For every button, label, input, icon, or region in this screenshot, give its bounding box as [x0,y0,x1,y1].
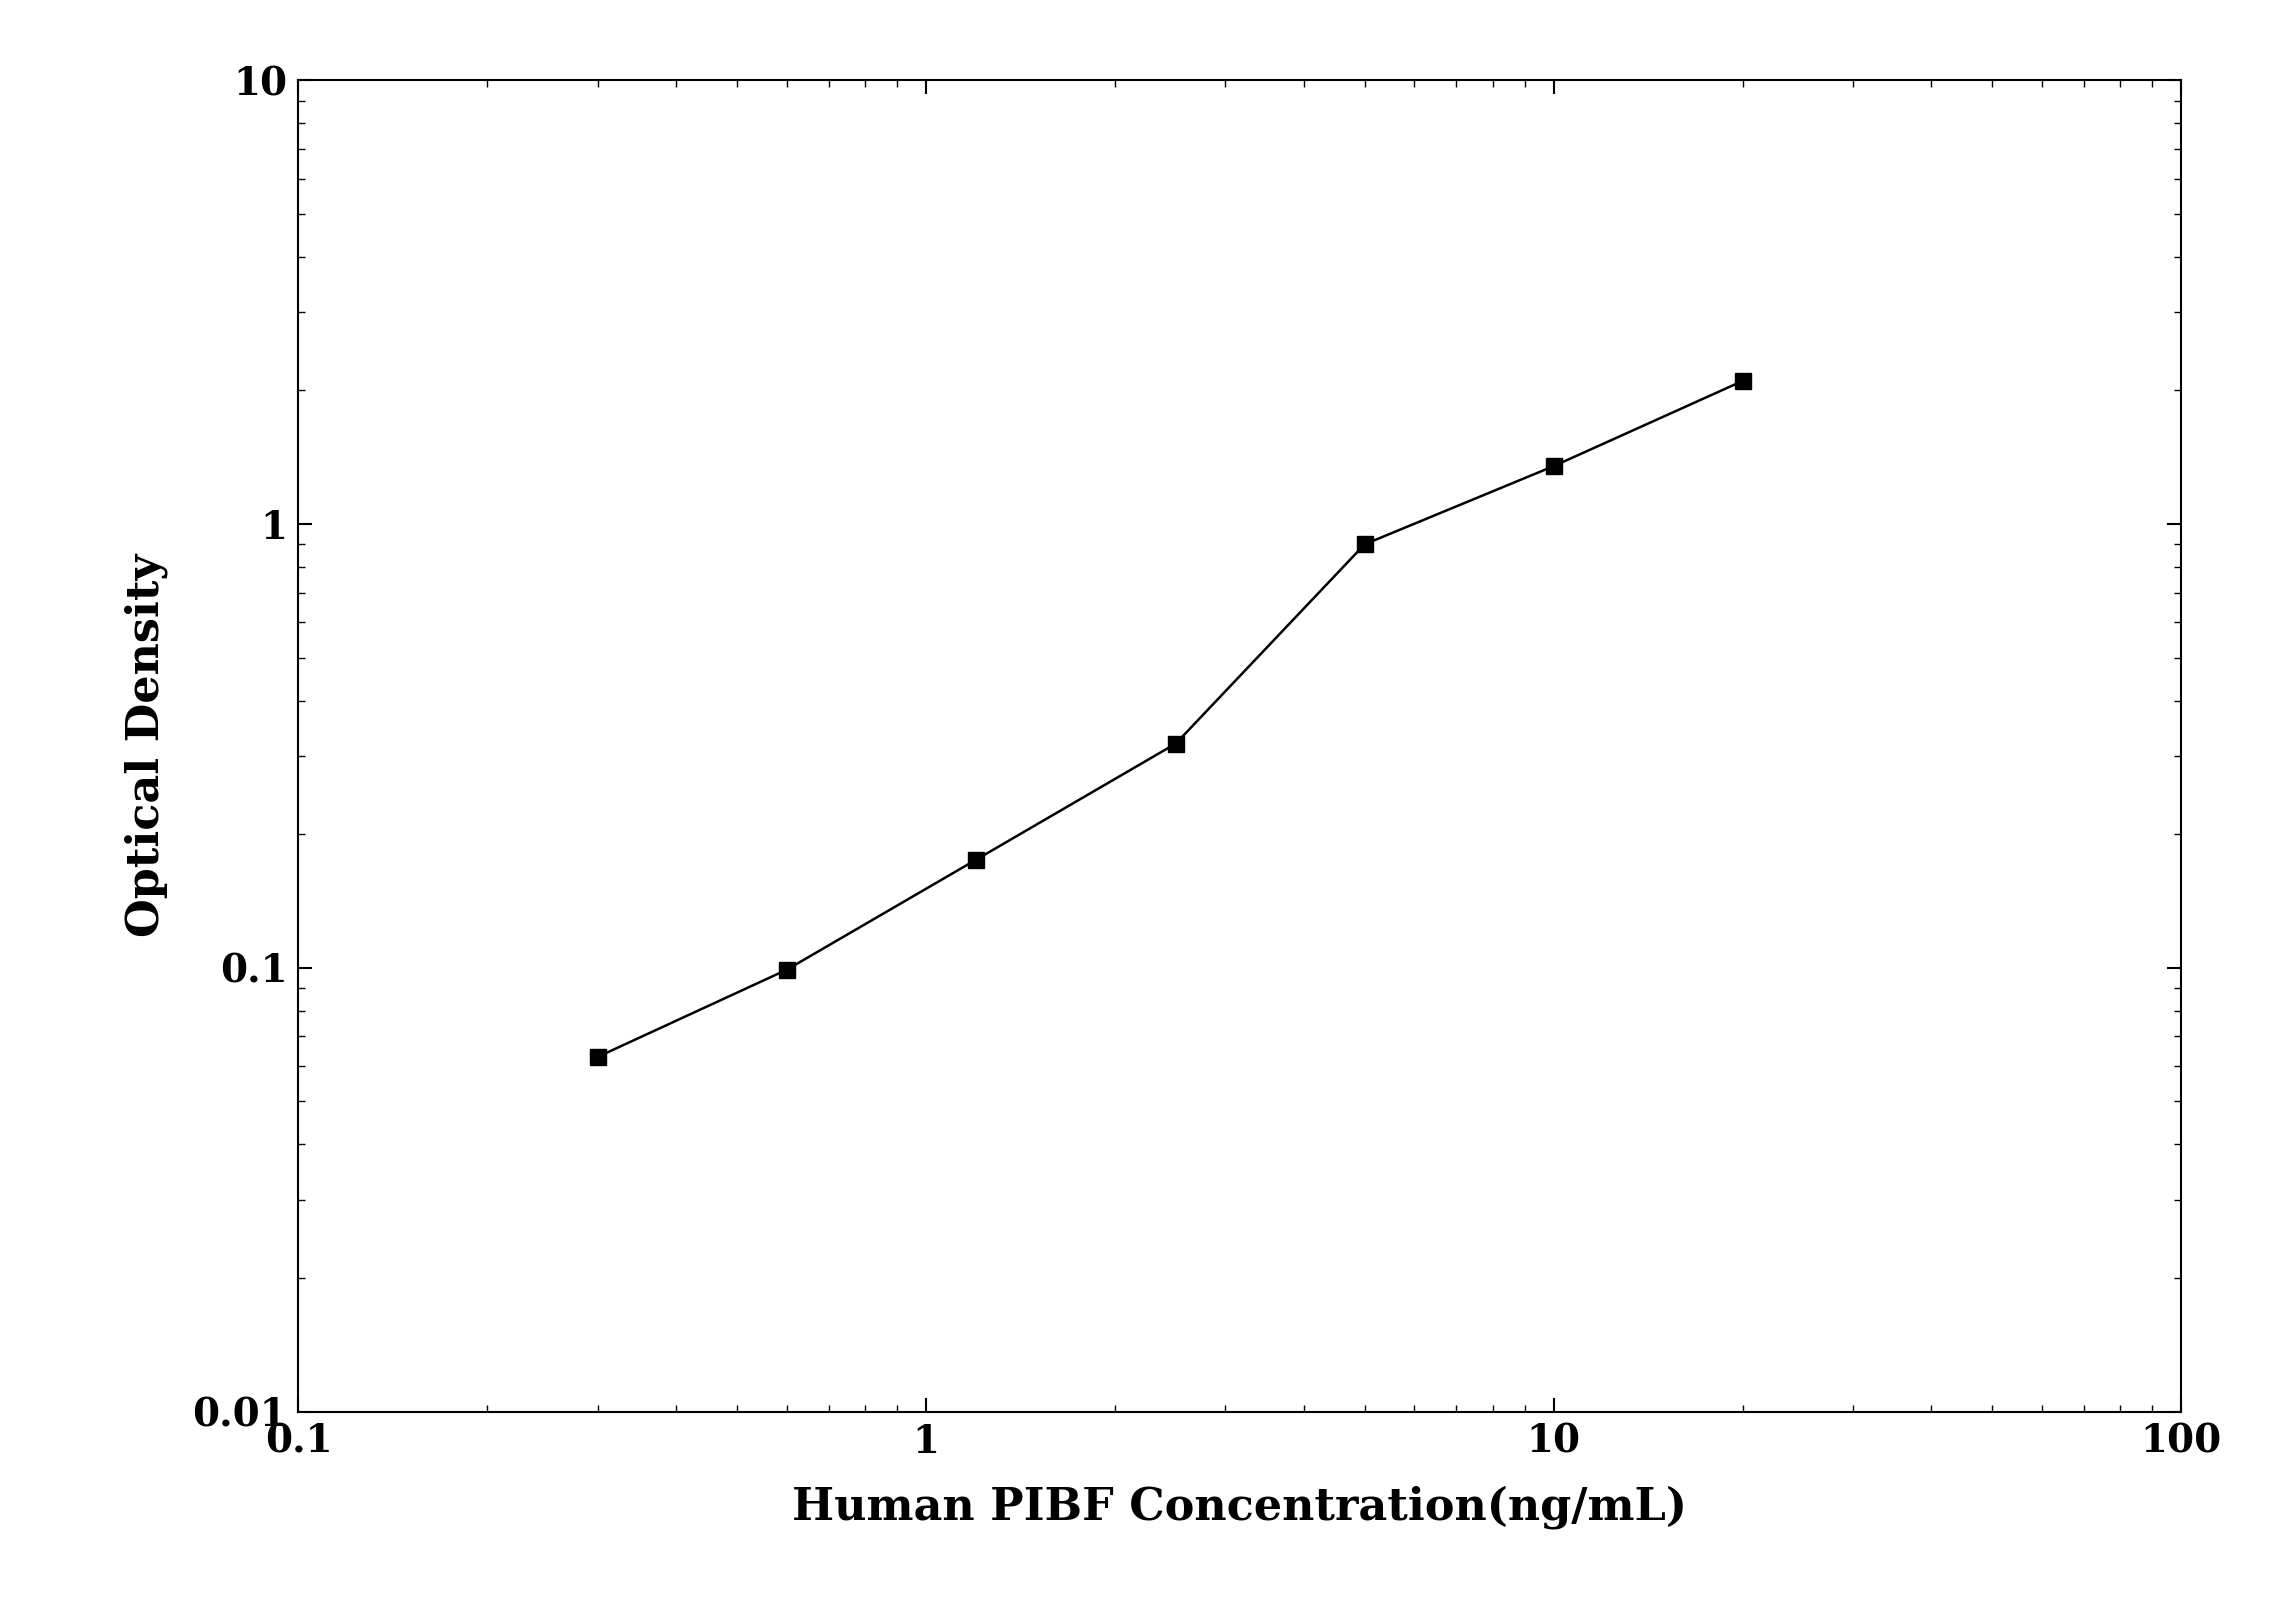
Y-axis label: Optical Density: Optical Density [124,555,168,937]
X-axis label: Human PIBF Concentration(ng/mL): Human PIBF Concentration(ng/mL) [792,1485,1688,1529]
